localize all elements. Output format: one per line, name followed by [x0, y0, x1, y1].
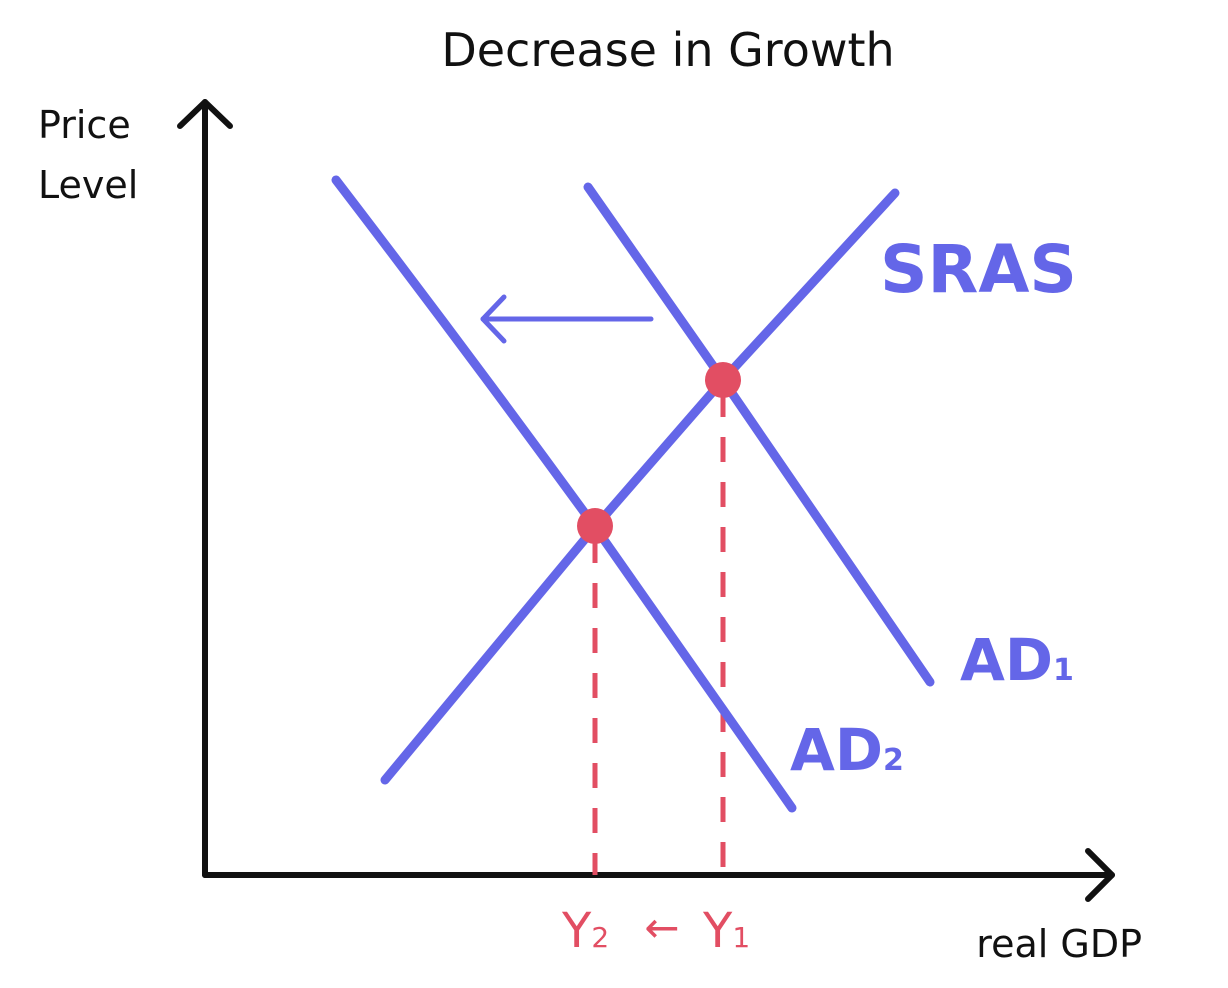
shift-arrow-head [480, 294, 507, 344]
ad1-curve [583, 182, 935, 687]
diagram-title: Decrease in Growth [441, 23, 894, 77]
sras-label: SRAS [880, 231, 1077, 308]
output-shift-arrow: ← [644, 903, 679, 952]
output-guides [592, 392, 726, 875]
ad2-label: AD2 [790, 716, 904, 784]
y-axis-label-line2: Level [38, 163, 138, 207]
y-axis-arrowhead [177, 99, 233, 129]
y-axis-label-line1: Price [38, 103, 131, 147]
ad1-label-main: AD [960, 626, 1053, 694]
sras-curve [380, 188, 900, 785]
y2-label-main: Y [561, 903, 592, 959]
ad1-label: AD1 [960, 626, 1074, 694]
y2-label: Y2 [561, 903, 609, 959]
ad2-label-subscript: 2 [883, 743, 904, 778]
ad2-label-main: AD [790, 716, 883, 784]
equilibrium-point-1 [705, 362, 741, 398]
shift-arrow [480, 294, 654, 344]
y1-label: Y1 [702, 903, 750, 959]
y1-label-subscript: 1 [732, 921, 750, 954]
axes [177, 99, 1115, 902]
x-axis-label: real GDP [976, 922, 1142, 966]
y1-label-main: Y [702, 903, 733, 959]
ad1-label-subscript: 1 [1053, 653, 1074, 688]
curves [331, 175, 935, 813]
y2-label-subscript: 2 [591, 921, 609, 954]
ad2-curve [331, 175, 797, 813]
x-axis-arrowhead [1085, 848, 1115, 902]
equilibrium-point-2 [577, 508, 613, 544]
